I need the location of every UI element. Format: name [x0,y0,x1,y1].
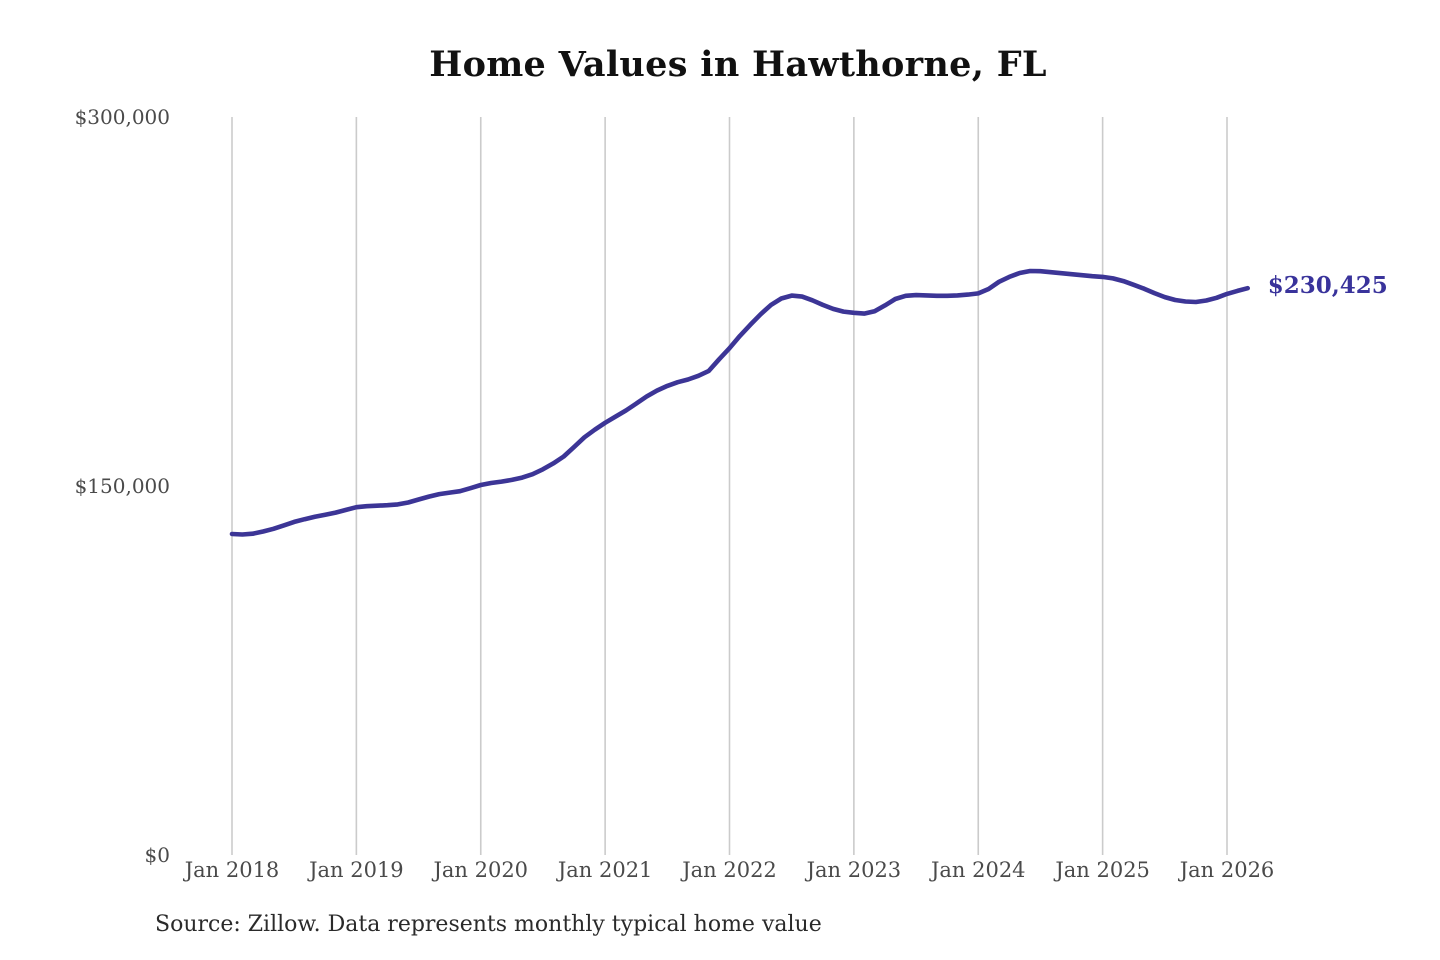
x-axis-tick-label: Jan 2026 [1179,858,1275,882]
x-axis-tick-label: Jan 2025 [1055,858,1150,882]
x-axis-tick-label: Jan 2024 [930,858,1026,882]
x-axis-tick-label: Jan 2022 [682,858,777,882]
last-value-label: $230,425 [1267,272,1388,300]
x-axis-tick-label: Jan 2019 [309,858,404,882]
chart-title: Home Values in Hawthorne, FL [429,44,1047,85]
x-axis-tick-label: Jan 2020 [433,858,529,882]
x-axis-tick-label: Jan 2021 [557,858,653,882]
x-axis-tick-label: Jan 2023 [806,858,902,882]
source-attribution: Source: Zillow. Data represents monthly … [155,912,822,937]
y-axis-tick-label: $150,000 [74,474,170,498]
home-value-line [229,268,1250,537]
y-axis-tick-label: $300,000 [74,105,170,129]
y-axis-tick-label: $0 [144,843,170,867]
x-axis-tick-label: Jan 2018 [184,858,280,882]
